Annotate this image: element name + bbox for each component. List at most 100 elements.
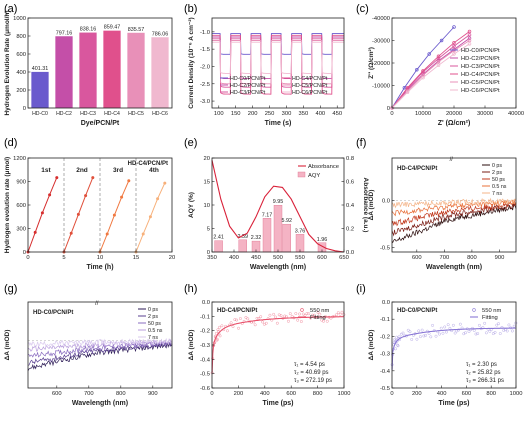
panel-d-point: [127, 179, 131, 183]
panel-b-legend-label: HD-C0/PCN/Pt: [230, 76, 266, 82]
panel-i-data-point: [401, 331, 405, 335]
panel-i-data-point: [418, 335, 422, 339]
panel-h-ytick-label: -0.1: [200, 314, 210, 320]
panel-d-xtick-label: 0: [26, 255, 29, 261]
panel-h-data-point: [235, 318, 239, 322]
panel-c-series-line: [391, 26, 455, 109]
panel-d-series-line: [27, 177, 58, 253]
panel-i-xtick-label: 0: [390, 391, 393, 397]
panel-b-series-line: [212, 36, 344, 80]
panel-i-data-point: [397, 335, 401, 339]
panel-i-data-point: [476, 332, 480, 336]
panel-i-data-point: [417, 329, 421, 333]
panel-g-axis-break-mark: //: [95, 301, 99, 307]
panel-h-data-point: [244, 316, 248, 319]
panel-b-frame: [211, 17, 345, 109]
panel-f-xlabel: Wavelength (nm): [426, 264, 482, 271]
panel-a-frame: [27, 17, 173, 109]
panel-f-legend-label: 7 ns: [492, 191, 502, 197]
panel-i-data-point: [424, 333, 428, 337]
panel-e-bar: [238, 239, 248, 253]
panel-c-point: [452, 40, 456, 45]
panel-i-xtick-label: 800: [486, 391, 496, 397]
panel-h-data-point: [272, 312, 276, 316]
panel-f-legend-label: 50 ps: [492, 177, 505, 183]
panel-b-ytick-label: -2.0: [200, 64, 210, 70]
panel-i-data-point: [497, 322, 500, 326]
panel-h-label: (h): [184, 283, 197, 295]
panel-i-ytick-label: 0.0: [382, 300, 390, 306]
panel-h-data-point: [246, 317, 250, 321]
panel-c-series-line: [391, 43, 470, 109]
panel-b-legend-label: HD-C5/PCN/Pt: [292, 83, 328, 89]
panel-h-data-point: [318, 312, 322, 316]
panel-e-value-label: 2.59: [238, 234, 249, 240]
panel-h-data-point: [261, 320, 265, 324]
panel-e-value-label: 5.92: [282, 218, 293, 224]
panel-h-data-point: [233, 318, 237, 322]
panel-i-data-point: [464, 331, 467, 335]
panel-h-data-point: [220, 324, 224, 328]
panel-i-data-point: [512, 324, 516, 328]
panel-d-label: (d): [4, 137, 17, 149]
panel-i-fit-line: [391, 327, 516, 370]
panel-e-ytick-label: 0.8: [346, 156, 354, 162]
panel-h-ytick-label: -0.6: [200, 386, 210, 392]
panel-e-legend-label: AQY: [308, 173, 320, 179]
panel-i-data-point: [472, 328, 476, 332]
panel-h-data-point: [303, 314, 307, 317]
panel-a-ytick-label: 800: [16, 34, 26, 40]
panel-c-point: [405, 85, 410, 90]
panel-e-bar: [214, 240, 223, 253]
panel-e-bar: [273, 205, 283, 253]
panel-g-legend-label: 0.5 ns: [148, 328, 163, 334]
panel-h-data-point: [218, 334, 222, 338]
panel-a-value-label: 797.16: [56, 30, 73, 36]
panel-e-value-label: 2.32: [251, 235, 262, 241]
panel-i-ylabel: ΔA (mOD): [368, 330, 375, 361]
panel-f-legend-label: 0 ps: [492, 163, 502, 169]
panel-i-data-point: [483, 321, 487, 325]
panel-b-legend-label: HD-C3/PCN/Pt: [230, 90, 266, 96]
panel-e-y2label: Absorbance (a.u.): [362, 178, 369, 233]
panel-e-ytick-label: 15: [204, 180, 210, 186]
panel-i-ytick-label: -0.5: [380, 386, 390, 392]
panel-h-legend-label: Fitting: [310, 315, 326, 321]
panel-h-data-point: [340, 310, 344, 314]
panel-a-bar: [79, 32, 97, 109]
panel-e-absorbance-line: [211, 160, 345, 253]
panel-b-legend-label: HD-C2/PCN/Pt: [230, 83, 266, 89]
panel-d-point: [48, 193, 52, 197]
panel-g-series-line: [27, 338, 173, 352]
panel-i-ytick-label: -0.4: [380, 369, 391, 375]
panel-i-data-point: [467, 330, 471, 334]
panel-h-data-point: [296, 318, 300, 322]
panel-a-label: (a): [4, 3, 17, 15]
panel-f-label: (f): [356, 137, 366, 149]
panel-h-xtick-label: 1000: [338, 391, 351, 397]
panel-g-xtick-label: 700: [84, 391, 94, 397]
panel-h-data-point: [237, 326, 240, 330]
panel-e-ytick-label: 0.4: [346, 203, 355, 209]
panel-e-value-label: 7.17: [262, 212, 273, 218]
panel-e-xtick-label: 400: [229, 255, 239, 261]
panel-f-legend-label: 0.5 ns: [492, 184, 507, 190]
panel-c-point: [421, 69, 425, 73]
panel-d-point: [148, 215, 152, 219]
panel-h-ytick-label: -0.5: [200, 372, 210, 378]
panel-i-tau-label: τ₃ = 266.31 ps: [466, 378, 504, 384]
panel-i-ytick-label: -0.2: [380, 334, 390, 340]
panel-c-legend-label: HD-C5/PCN/Pt: [461, 80, 500, 86]
panel-i-data-point: [395, 339, 399, 343]
panel-g-xtick-label: 900: [148, 391, 158, 397]
panel-i-data-point: [484, 331, 488, 335]
panel-a-category-label: HD-C0: [32, 111, 48, 117]
panel-i-tau-label: τ₂ = 25.82 ps: [466, 370, 501, 376]
panel-i-data-point: [451, 323, 455, 327]
panel-b-xtick-label: 300: [282, 111, 292, 117]
panel-a-value-label: 838.16: [80, 27, 97, 33]
panel-i-data-point: [429, 335, 433, 339]
panel-g-xtick-label: 800: [116, 391, 126, 397]
panel-b-ytick-label: -2.5: [200, 82, 210, 88]
